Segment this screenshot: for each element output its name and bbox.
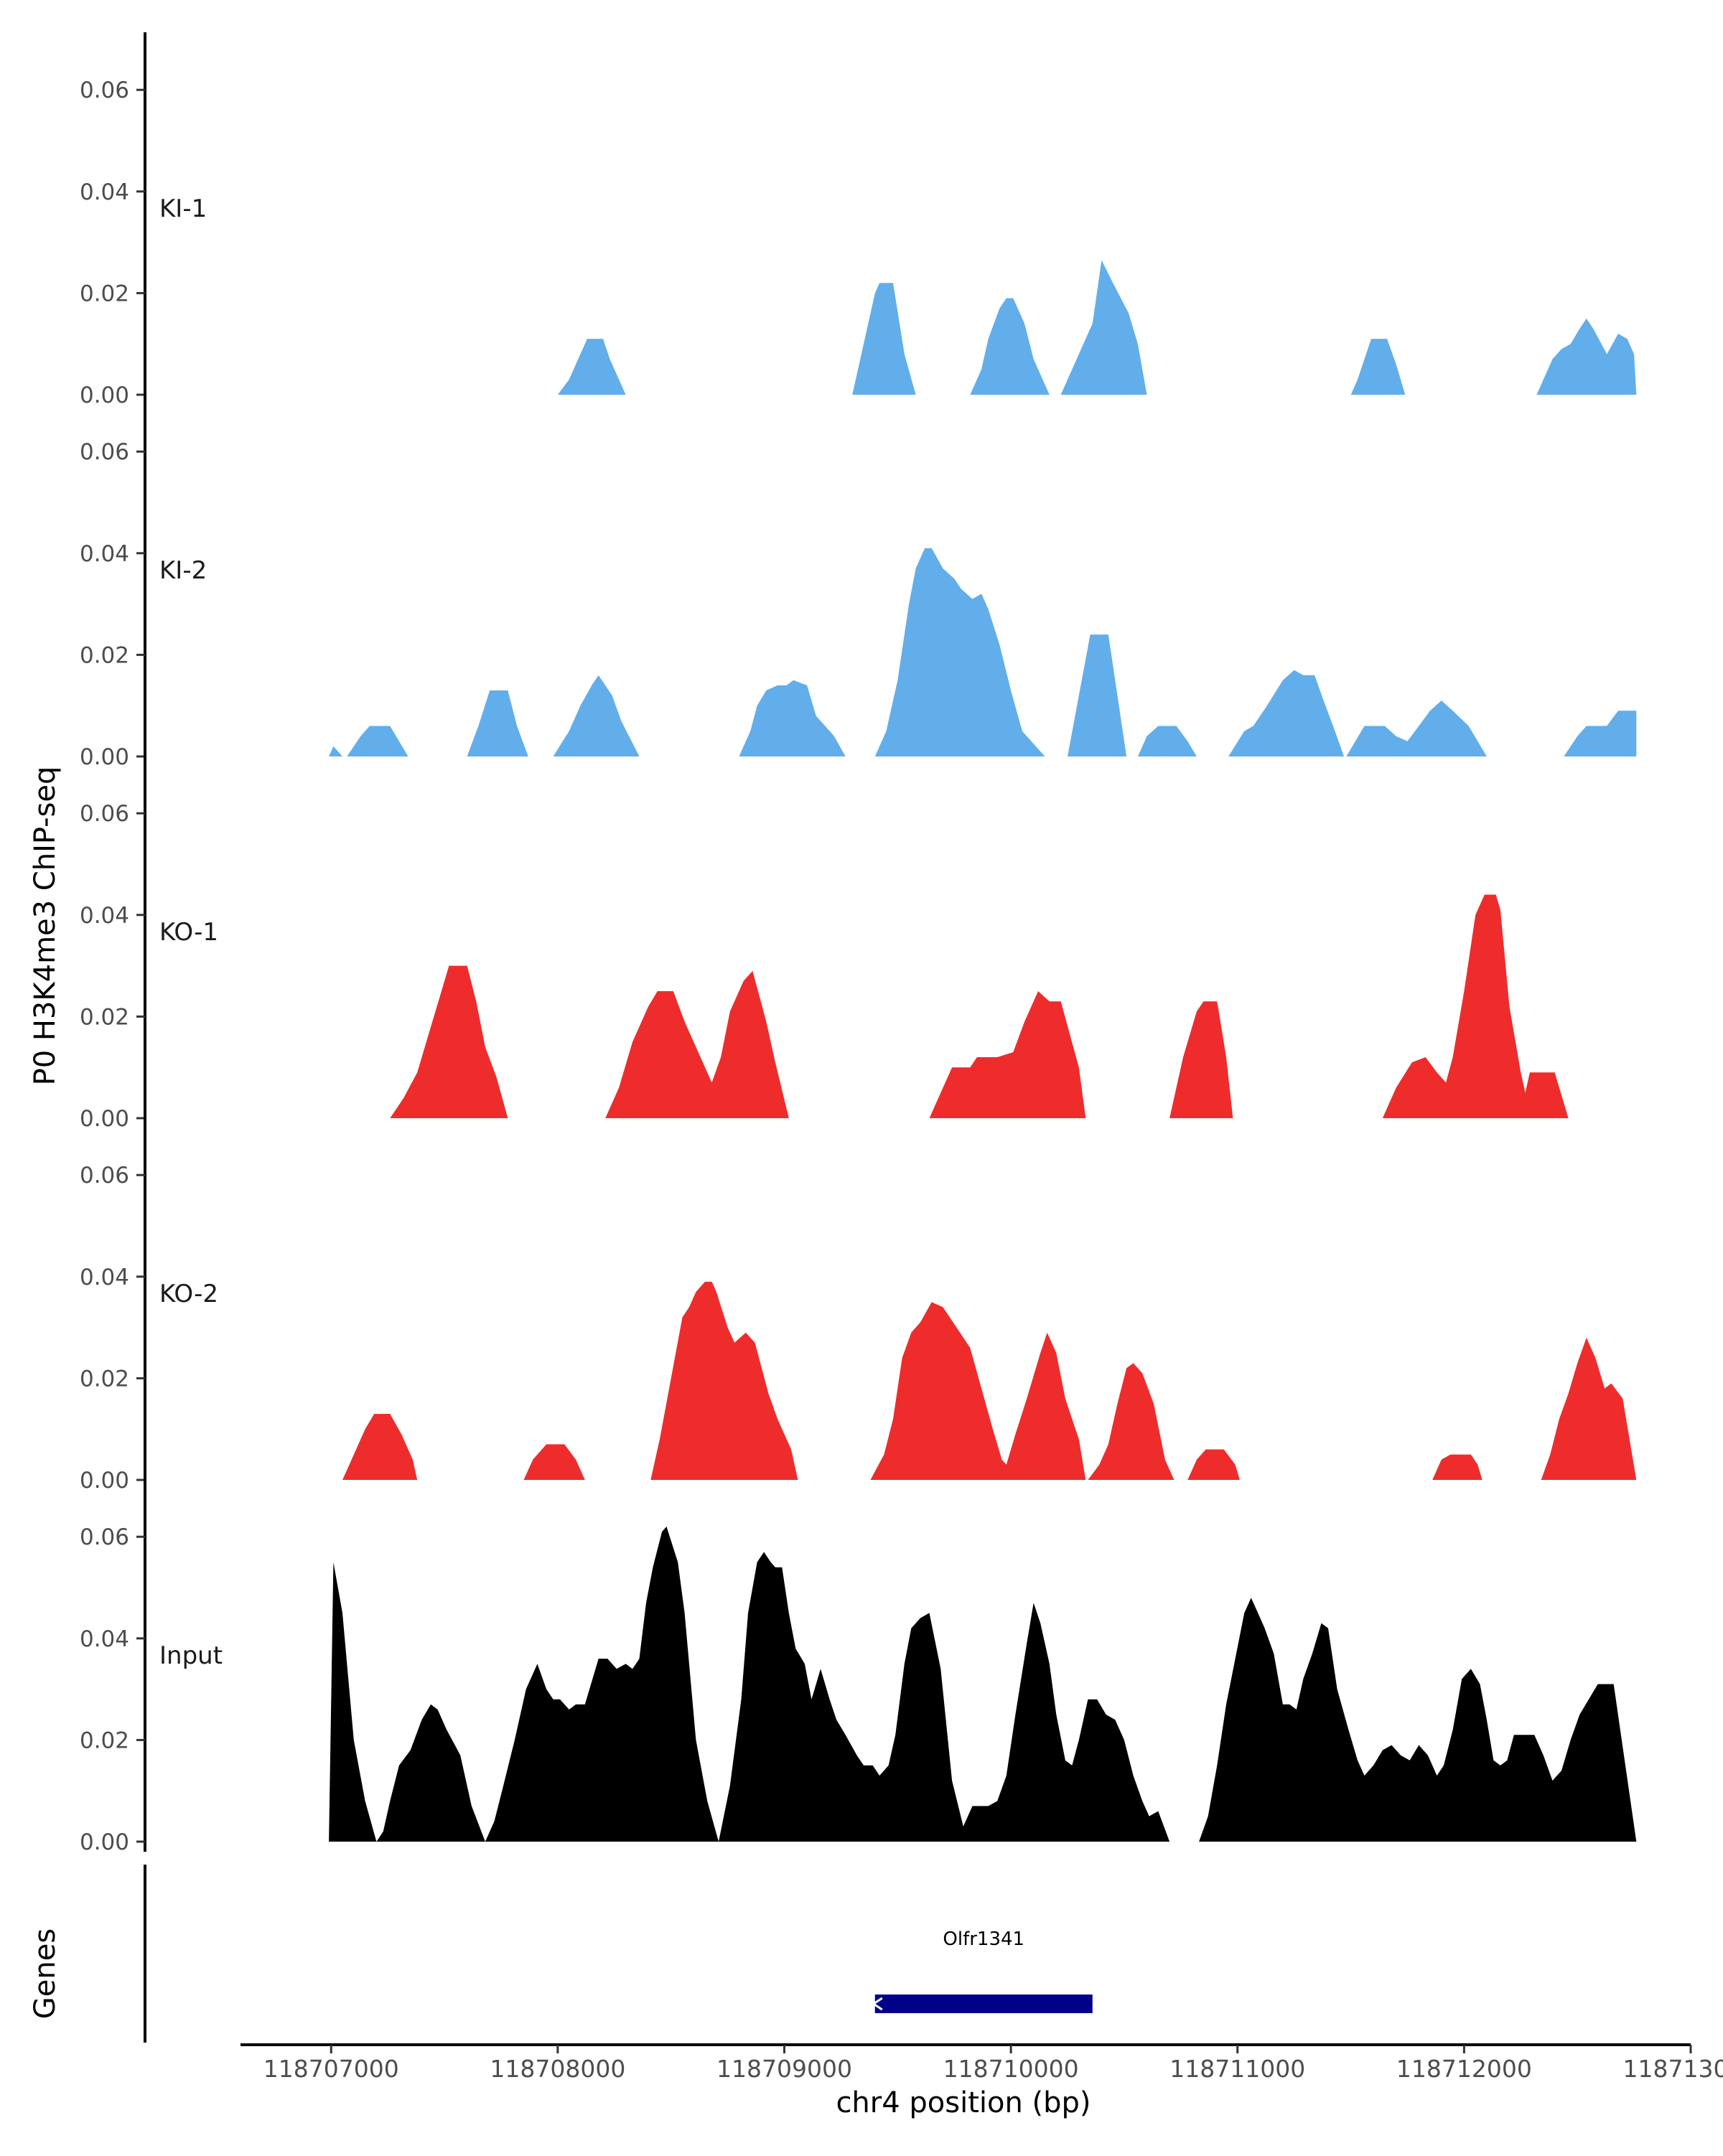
- series-label: KI-1: [159, 194, 207, 223]
- signal-area: [1432, 1454, 1482, 1480]
- y-tick-label: 0.04: [80, 1626, 129, 1652]
- track-panel: 0.00 0.02 0.04 0.06 KO-1: [80, 756, 1569, 1132]
- signal-area: [605, 970, 789, 1118]
- tracks-layer: 0.00 0.02 0.04 0.06 KI-1 0.00 0.02 0.04 0.06 KI-2…: [80, 32, 1637, 1855]
- y-axis-label: P0 H3K4me3 ChIP-seq: [29, 767, 62, 1086]
- signal-area: [929, 991, 1086, 1118]
- signal-area: [329, 1527, 1170, 1842]
- signal-area: [852, 283, 916, 395]
- signal-area: [1068, 634, 1127, 756]
- signal-area: [1564, 711, 1637, 756]
- y-tick-label: 0.02: [80, 281, 129, 306]
- y-tick-label: 0.02: [80, 1728, 129, 1753]
- x-tick-label: 118709000: [716, 2055, 852, 2083]
- y-tick-label: 0.00: [80, 383, 129, 408]
- y-tick-label: 0.06: [80, 1524, 129, 1550]
- signal-area: [467, 690, 528, 756]
- track-panel: 0.00 0.02 0.04 0.06 KI-1: [80, 32, 1637, 408]
- y-tick-label: 0.04: [80, 1265, 129, 1290]
- series-label: KO-2: [159, 1280, 218, 1308]
- signal-area: [1541, 1337, 1637, 1480]
- y-tick-label: 0.06: [80, 439, 129, 465]
- x-tick-label: 118711000: [1169, 2055, 1305, 2083]
- signal-area: [870, 1302, 1086, 1480]
- signal-area: [1187, 1449, 1240, 1480]
- gene-panel-label: Genes: [29, 1928, 62, 2019]
- y-tick-label: 0.02: [80, 642, 129, 668]
- signal-area: [523, 1444, 585, 1480]
- series-label: KI-2: [159, 556, 207, 585]
- strand-arrow: [872, 1997, 883, 2011]
- gene-body: [874, 1995, 1093, 2013]
- gene-panel: Olfr1341: [144, 1865, 1093, 2043]
- gene-name-label: Olfr1341: [943, 1928, 1024, 1950]
- x-tick-label: 118712000: [1396, 2055, 1532, 2083]
- x-axis-label: chr4 position (bp): [836, 2086, 1091, 2119]
- y-tick-label: 0.02: [80, 1004, 129, 1030]
- signal-area: [390, 965, 508, 1118]
- y-tick-label: 0.00: [80, 744, 129, 770]
- series-label: Input: [159, 1641, 223, 1670]
- y-tick-label: 0.06: [80, 1163, 129, 1189]
- y-tick-label: 0.06: [80, 78, 129, 103]
- signal-area: [1060, 260, 1147, 395]
- y-tick-label: 0.00: [80, 1829, 129, 1855]
- signal-area: [1536, 318, 1637, 395]
- y-tick-label: 0.00: [80, 1468, 129, 1494]
- signal-area: [1088, 1363, 1175, 1480]
- y-tick-label: 0.04: [80, 541, 129, 567]
- signal-area: [1199, 1598, 1637, 1842]
- x-tick-label: 118707000: [263, 2055, 399, 2083]
- track-panel: 0.00 0.02 0.04 0.06 KO-2: [80, 1117, 1637, 1494]
- signal-area: [970, 298, 1050, 395]
- signal-area: [1350, 339, 1406, 395]
- y-tick-label: 0.02: [80, 1366, 129, 1392]
- signal-area: [329, 746, 342, 756]
- x-tick-label: 118710000: [943, 2055, 1079, 2083]
- signal-area: [1382, 894, 1569, 1118]
- signal-area: [650, 1281, 798, 1480]
- signal-area: [1137, 726, 1197, 756]
- signal-area: [1346, 700, 1487, 756]
- x-tick-label: 118708000: [490, 2055, 625, 2083]
- x-tick-label: 118713000: [1623, 2055, 1723, 2083]
- signal-area: [1228, 670, 1345, 756]
- signal-area: [739, 680, 846, 756]
- series-label: KO-1: [159, 918, 218, 947]
- track-panel: 0.00 0.02 0.04 0.06 KI-2: [80, 394, 1637, 770]
- y-tick-label: 0.06: [80, 801, 129, 827]
- signal-area: [1169, 1001, 1233, 1118]
- y-tick-label: 0.04: [80, 179, 129, 205]
- y-tick-label: 0.00: [80, 1106, 129, 1132]
- signal-area: [347, 726, 408, 756]
- y-tick-label: 0.04: [80, 903, 129, 929]
- track-panel: 0.00 0.02 0.04 0.06 Input: [80, 1479, 1637, 1855]
- signal-area: [874, 548, 1045, 756]
- signal-area: [557, 339, 626, 395]
- signal-area: [342, 1414, 418, 1480]
- x-axis: 118707000 118708000 118709000 118710000 1187…: [241, 2043, 1723, 2083]
- signal-area: [553, 675, 640, 756]
